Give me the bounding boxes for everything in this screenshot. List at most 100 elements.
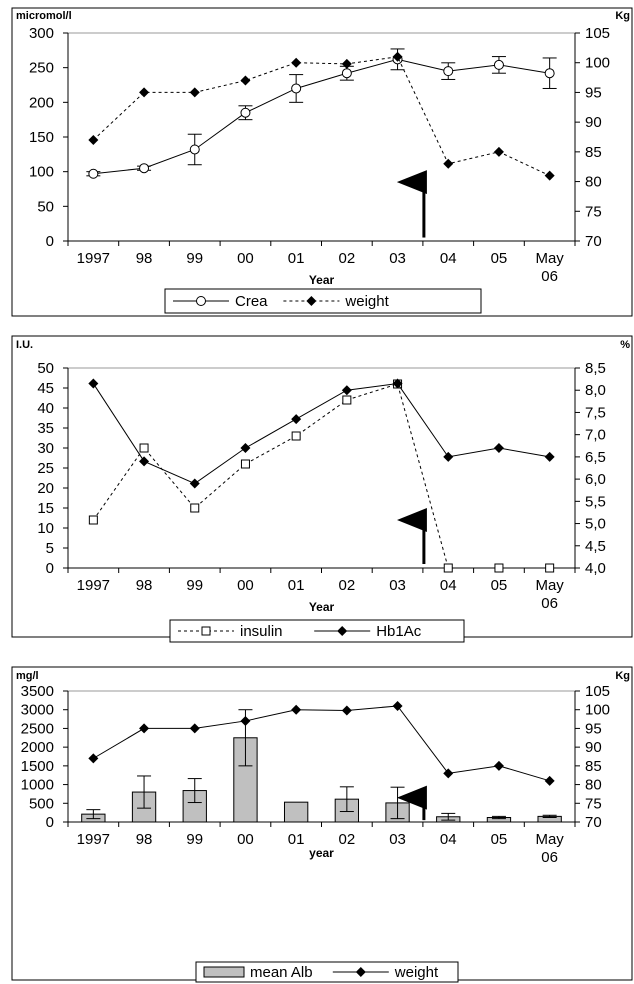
chart-panel-2: I.U. %051015202530354045504,04,55,05,56,0… <box>11 335 633 643</box>
series-weight <box>88 700 555 786</box>
x-tick-label: 1997 <box>77 831 110 848</box>
x-tick-label-line: 06 <box>541 849 558 866</box>
legend-label: insulin <box>240 623 283 640</box>
x-tick-label: 99 <box>186 250 203 267</box>
data-point <box>342 395 352 405</box>
left-unit-label: mg/l <box>16 670 39 682</box>
data-point <box>392 51 403 62</box>
series-line <box>92 383 550 569</box>
x-tick-label: May 06 <box>535 577 564 612</box>
legend-label: mean Alb <box>250 964 313 981</box>
data-point <box>291 414 302 425</box>
x-tick-label-line: 04 <box>440 831 457 848</box>
right-tick-label: 8,5 <box>585 360 606 377</box>
data-point <box>493 59 504 70</box>
data-point <box>443 768 454 779</box>
series-crea <box>86 48 557 179</box>
legend-key: Hb1Ac <box>314 623 422 640</box>
left-tick-label: 15 <box>37 500 54 517</box>
data-point <box>493 146 504 157</box>
data-point <box>392 700 403 711</box>
right-tick-label: 95 <box>585 84 602 101</box>
x-axis-title: year <box>309 846 334 860</box>
data-point <box>240 107 251 118</box>
left-unit-label: micromol/l <box>16 10 72 22</box>
legend: mean Alb weight <box>195 961 459 983</box>
left-tick-label: 250 <box>29 60 54 77</box>
right-tick-label: 5,5 <box>585 493 606 510</box>
x-tick-label: 04 <box>440 831 457 848</box>
data-point <box>139 443 149 453</box>
legend-marker <box>196 296 206 306</box>
legend-frame <box>195 961 459 983</box>
data-point <box>240 715 251 726</box>
x-tick-label-line: 00 <box>237 577 254 594</box>
x-tick-label: 05 <box>491 250 508 267</box>
legend-label: weight <box>344 293 389 310</box>
x-tick-label-line: 00 <box>237 250 254 267</box>
legend-key: insulin <box>178 623 283 640</box>
panel-frame <box>11 7 633 317</box>
legend: Crea weight <box>164 288 482 314</box>
left-tick-label: 40 <box>37 400 54 417</box>
x-tick-label: 1997 <box>77 577 110 594</box>
x-tick-label-line: 05 <box>491 577 508 594</box>
series-line <box>93 58 550 175</box>
legend-marker <box>337 626 348 636</box>
x-tick-label-line: 01 <box>288 250 305 267</box>
data-point <box>189 87 200 98</box>
x-tick-label-line: 03 <box>389 577 406 594</box>
x-tick-label: 02 <box>339 577 356 594</box>
data-point <box>291 83 302 94</box>
left-tick-label: 150 <box>29 129 54 146</box>
x-tick-label: 04 <box>440 250 457 267</box>
x-tick-label: 05 <box>491 831 508 848</box>
x-tick-label-line: 04 <box>440 577 457 594</box>
data-point <box>291 57 302 68</box>
data-point <box>240 75 251 86</box>
right-tick-label: 6,5 <box>585 449 606 466</box>
legend-label: weight <box>394 964 439 981</box>
x-tick-label-line: 1997 <box>77 831 110 848</box>
x-tick-label: 03 <box>389 831 406 848</box>
x-tick-label: 00 <box>237 831 254 848</box>
x-tick-label: 02 <box>339 831 356 848</box>
left-tick-label: 10 <box>37 520 54 537</box>
left-tick-label: 45 <box>37 380 54 397</box>
x-tick-label-line: 02 <box>339 250 356 267</box>
right-tick-label: 100 <box>585 702 610 719</box>
right-tick-label: 4,5 <box>585 538 606 555</box>
x-tick-label-line: 00 <box>237 831 254 848</box>
x-axis-title: Year <box>309 273 335 287</box>
x-tick-label-line: 1997 <box>77 577 110 594</box>
x-tick-label: May 06 <box>535 250 564 285</box>
right-unit-label: Kg <box>615 670 630 682</box>
data-point <box>88 753 99 764</box>
left-tick-label: 100 <box>29 164 54 181</box>
data-point <box>88 515 98 525</box>
data-point <box>139 87 150 98</box>
right-tick-label: 80 <box>585 777 602 794</box>
right-tick-label: 4,0 <box>585 560 606 577</box>
data-point <box>240 459 250 469</box>
x-tick-label: 01 <box>288 831 305 848</box>
x-tick-label: 01 <box>288 577 305 594</box>
panel-frame <box>11 335 633 638</box>
x-tick-label: May 06 <box>535 831 564 866</box>
right-tick-label: 6,0 <box>585 471 606 488</box>
x-tick-label-line: May <box>535 250 564 267</box>
right-tick-label: 5,0 <box>585 516 606 533</box>
data-point <box>493 443 504 453</box>
data-point <box>544 775 555 786</box>
legend: insulin Hb1Ac <box>169 619 465 643</box>
data-point <box>544 68 555 79</box>
left-tick-label: 50 <box>37 198 54 215</box>
x-tick-label-line: May <box>535 831 564 848</box>
x-tick-label-line: 02 <box>339 577 356 594</box>
x-tick-label-line: 99 <box>186 831 203 848</box>
left-tick-label: 25 <box>37 460 54 477</box>
legend-label: Crea <box>235 293 268 310</box>
right-tick-label: 8,0 <box>585 382 606 399</box>
x-tick-label: 01 <box>288 250 305 267</box>
x-tick-label: 99 <box>186 577 203 594</box>
